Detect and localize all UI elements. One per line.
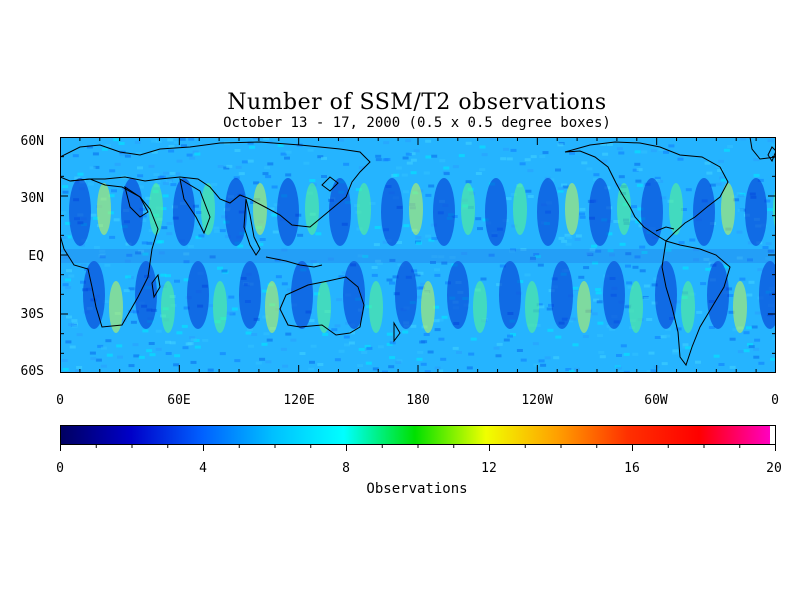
low-count-swath: [381, 178, 403, 246]
low-count-swath: [433, 178, 455, 246]
high-count-stripe: [317, 281, 331, 333]
low-count-swath: [537, 178, 559, 246]
low-count-swath: [135, 261, 157, 329]
colorbar-tick-12: 12: [481, 461, 497, 476]
colorbar-tick-0: 0: [56, 461, 64, 476]
colorbar-tick-16: 16: [624, 461, 640, 476]
high-count-stripe: [629, 281, 643, 333]
high-count-stripe: [161, 281, 175, 333]
low-count-swath: [759, 261, 776, 329]
colorbar-label: Observations: [366, 481, 468, 497]
lon-label-0-end: 0: [771, 393, 779, 408]
lat-label-60s: 60S: [20, 364, 44, 379]
lon-label-180: 180: [406, 393, 430, 408]
low-count-swath: [641, 178, 663, 246]
coastlines: [60, 137, 776, 367]
low-count-swath: [745, 178, 767, 246]
lon-label-120w: 120W: [521, 393, 553, 408]
observation-map: [60, 137, 776, 373]
lon-label-60e: 60E: [167, 393, 191, 408]
colorbar-frame: [60, 425, 776, 445]
low-count-swath: [603, 261, 625, 329]
high-count-stripe: [525, 281, 539, 333]
high-count-stripe: [721, 183, 735, 235]
colorbar: [60, 425, 776, 451]
lon-label-0: 0: [56, 393, 64, 408]
high-count-stripe: [513, 183, 527, 235]
equatorial-band: [60, 249, 776, 263]
high-count-stripe: [681, 281, 695, 333]
high-count-stripe: [733, 281, 747, 333]
high-count-stripe: [669, 183, 683, 235]
low-count-swath: [499, 261, 521, 329]
high-count-stripe: [617, 183, 631, 235]
observation-field: [60, 137, 776, 373]
map-title: Number of SSM/T2 observations: [227, 90, 607, 115]
colorbar-tick-8: 8: [342, 461, 350, 476]
high-count-stripe: [97, 183, 111, 235]
high-count-stripe: [577, 281, 591, 333]
high-count-stripe: [357, 183, 371, 235]
high-count-stripe: [265, 281, 279, 333]
high-count-stripe: [461, 183, 475, 235]
high-count-stripe: [109, 281, 123, 333]
high-count-stripe: [149, 183, 163, 235]
lon-label-60w: 60W: [644, 393, 668, 408]
high-count-stripe: [253, 183, 267, 235]
colorbar-tick-20: 20: [766, 461, 782, 476]
low-count-swath: [485, 178, 507, 246]
high-count-stripe: [369, 281, 383, 333]
low-count-swath: [239, 261, 261, 329]
low-count-swath: [447, 261, 469, 329]
high-count-stripe: [409, 183, 423, 235]
high-count-stripe: [305, 183, 319, 235]
lat-label-60n: 60N: [20, 134, 44, 149]
low-count-swath: [187, 261, 209, 329]
lat-label-eq: EQ: [28, 249, 44, 264]
high-count-stripe: [473, 281, 487, 333]
low-count-swath: [707, 261, 729, 329]
high-count-stripe: [201, 183, 215, 235]
low-count-swath: [395, 261, 417, 329]
low-count-swath: [173, 178, 195, 246]
colorbar-gradient: [60, 425, 770, 445]
high-count-stripe: [565, 183, 579, 235]
low-count-swath: [291, 261, 313, 329]
low-count-swath: [655, 261, 677, 329]
lat-label-30s: 30S: [20, 307, 44, 322]
low-count-swath: [69, 178, 91, 246]
high-count-stripe: [421, 281, 435, 333]
low-count-swath: [277, 178, 299, 246]
low-count-swath: [225, 178, 247, 246]
high-count-stripe: [213, 281, 227, 333]
low-count-swath: [551, 261, 573, 329]
lat-label-30n: 30N: [20, 191, 44, 206]
low-count-swath: [589, 178, 611, 246]
lon-label-120e: 120E: [283, 393, 315, 408]
map-subtitle: October 13 - 17, 2000 (0.5 x 0.5 degree …: [223, 115, 611, 131]
low-count-swath: [343, 261, 365, 329]
colorbar-tick-4: 4: [199, 461, 207, 476]
low-count-swath: [329, 178, 351, 246]
low-count-swath: [693, 178, 715, 246]
